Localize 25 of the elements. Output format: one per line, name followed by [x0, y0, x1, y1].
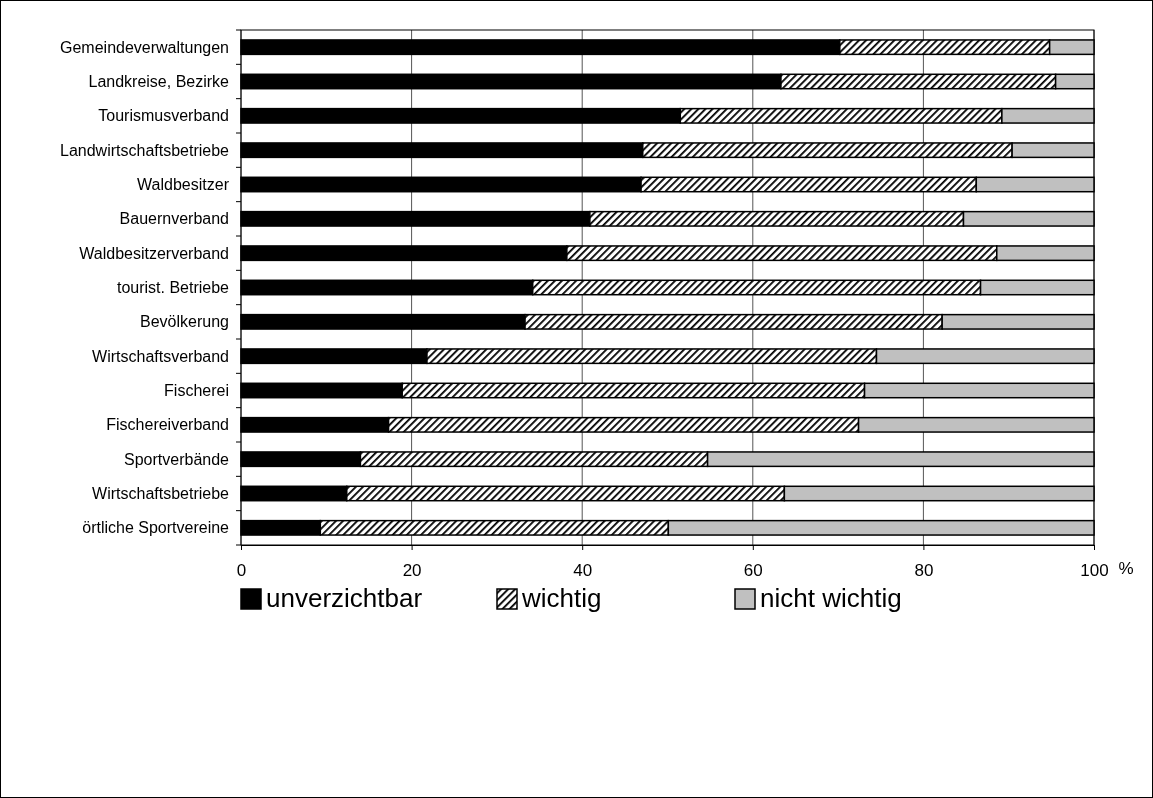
y-tick-label: Bauernverband	[119, 210, 229, 228]
y-tick-label: Bevölkerung	[140, 313, 229, 331]
y-tick-label: Landkreise, Bezirke	[88, 73, 230, 91]
x-tick-label: 20	[402, 561, 422, 581]
y-tick-label: Waldbesitzerverband	[79, 244, 229, 262]
y-tick-label: tourist. Betriebe	[116, 279, 230, 297]
y-tick-label: Wirtschaftsverband	[92, 347, 229, 365]
x-tick-label: 80	[914, 561, 934, 581]
legend-label: wichtig	[521, 583, 602, 613]
y-tick-label: Fischerei	[164, 382, 229, 400]
legend-label: unverzichtbar	[266, 583, 423, 613]
legend-label: nicht wichtig	[760, 583, 902, 613]
y-tick-label: Gemeindeverwaltungen	[60, 38, 229, 56]
x-tick-label: 0	[236, 561, 247, 581]
y-tick-label: Landwirtschaftsbetriebe	[60, 141, 230, 159]
y-tick-label: Wirtschaftsbetriebe	[92, 485, 230, 503]
y-tick-label: Waldbesitzer	[137, 176, 230, 194]
x-axis-title: %	[1118, 559, 1134, 578]
y-tick-label: örtliche Sportvereine	[82, 519, 230, 537]
y-tick-label: Fischereiverband	[106, 416, 229, 434]
x-tick-label: 100	[1080, 561, 1109, 581]
y-tick-label: Sportverbände	[124, 450, 230, 468]
x-tick-label: 40	[573, 561, 593, 581]
x-tick-label: 60	[743, 561, 763, 581]
y-tick-label: Tourismusverband	[98, 107, 229, 125]
